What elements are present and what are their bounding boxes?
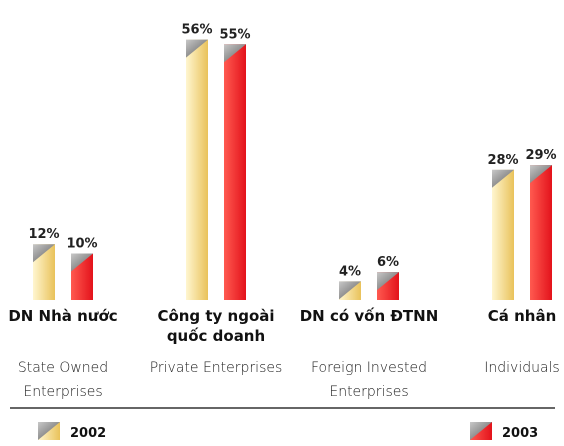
bar-part (186, 39, 208, 58)
bar-part (339, 281, 361, 300)
category-subtitle: Individuals (484, 360, 560, 376)
category-label: DN có vốn ĐTNN (299, 307, 439, 325)
value-label: 56% (181, 23, 212, 38)
bar (339, 281, 361, 300)
category-label: Cá nhân (487, 307, 557, 325)
bar (33, 244, 55, 300)
bar-part (492, 169, 514, 300)
category-label: DN Nhà nước (8, 307, 118, 325)
bar-part (33, 244, 55, 263)
category-label: Công ty ngoài quốc doanh (157, 307, 275, 345)
bar (492, 169, 514, 300)
bar-part (224, 44, 246, 63)
value-label: 6% (377, 255, 399, 270)
legend-swatch (470, 422, 492, 440)
bar-part (71, 253, 93, 272)
bar (186, 39, 208, 300)
bar-part (186, 39, 208, 300)
bar (224, 44, 246, 300)
bar (71, 253, 93, 300)
bar-part (530, 165, 552, 184)
bar-part (33, 244, 55, 300)
value-label: 10% (66, 237, 97, 252)
bar-part (377, 272, 399, 291)
legend-label: 2003 (502, 426, 538, 441)
bar-part (530, 165, 552, 300)
category-subtitle: Private Enterprises (149, 360, 283, 376)
bar-part (38, 422, 60, 440)
value-label: 12% (28, 227, 59, 242)
legend-label: 2002 (70, 426, 106, 441)
value-label: 29% (525, 148, 556, 163)
bar (377, 272, 399, 300)
bar-part (470, 422, 492, 440)
bar-part (492, 169, 514, 188)
value-label: 28% (487, 153, 518, 168)
category-subtitle: State Owned Enterprises (17, 360, 109, 400)
value-label: 4% (339, 264, 361, 279)
category-subtitle: Foreign Invested Enterprises (311, 360, 427, 400)
bar (530, 165, 552, 300)
value-label: 55% (219, 27, 250, 42)
bar-part (224, 44, 246, 300)
legend-swatch (38, 422, 60, 440)
